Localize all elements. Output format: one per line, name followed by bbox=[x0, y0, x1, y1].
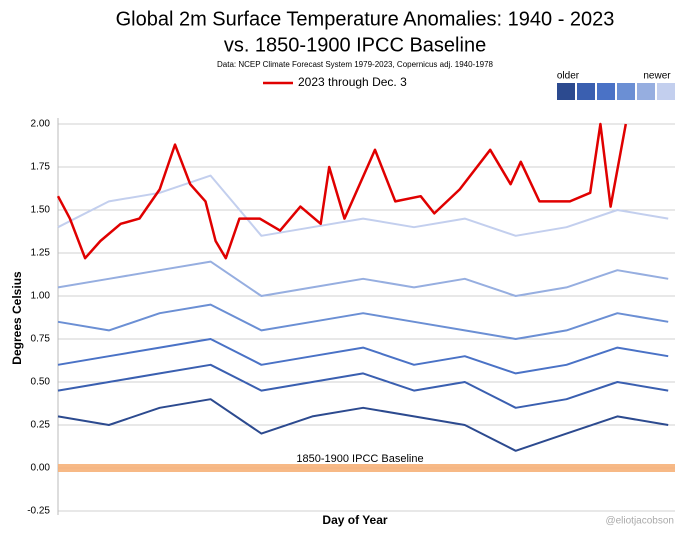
background-line bbox=[57, 303, 669, 340]
y-tick-label: 1.25 bbox=[31, 248, 51, 259]
y-tick-label: -0.25 bbox=[27, 506, 50, 517]
background-line bbox=[57, 398, 669, 452]
x-axis-label: Day of Year bbox=[322, 513, 387, 527]
series-line bbox=[56, 122, 628, 260]
y-tick-label: 2.00 bbox=[31, 119, 51, 130]
scale-swatch bbox=[637, 83, 655, 100]
y-tick-label: 0.75 bbox=[31, 334, 51, 345]
background-line bbox=[57, 260, 669, 297]
y-tick-label: 0.00 bbox=[31, 463, 51, 474]
chart-title: Global 2m Surface Temperature Anomalies:… bbox=[116, 8, 615, 30]
chart-subtitle: vs. 1850-1900 IPCC Baseline bbox=[224, 34, 486, 56]
scale-label: newer bbox=[643, 71, 671, 82]
y-tick-label: 1.00 bbox=[31, 291, 51, 302]
background-line bbox=[57, 338, 669, 375]
scale-swatch bbox=[597, 83, 615, 100]
scale-swatch bbox=[557, 83, 575, 100]
source-note: Data: NCEP Climate Forecast System 1979-… bbox=[217, 60, 494, 69]
credit: @eliotjacobson bbox=[605, 516, 674, 527]
scale-swatch bbox=[577, 83, 595, 100]
baseline-label: 1850-1900 IPCC Baseline bbox=[296, 453, 423, 465]
y-axis-label: Degrees Celsius bbox=[10, 271, 24, 365]
y-tick-label: 1.50 bbox=[31, 205, 51, 216]
y-tick-label: 0.25 bbox=[31, 420, 51, 431]
legend-label: 2023 through Dec. 3 bbox=[298, 75, 407, 89]
scale-swatch bbox=[617, 83, 635, 100]
scale-swatch bbox=[657, 83, 675, 100]
background-line bbox=[57, 363, 669, 409]
background-line bbox=[57, 174, 669, 237]
y-tick-label: 1.75 bbox=[31, 162, 51, 173]
scale-label: older bbox=[557, 71, 580, 82]
y-tick-label: 0.50 bbox=[31, 377, 51, 388]
